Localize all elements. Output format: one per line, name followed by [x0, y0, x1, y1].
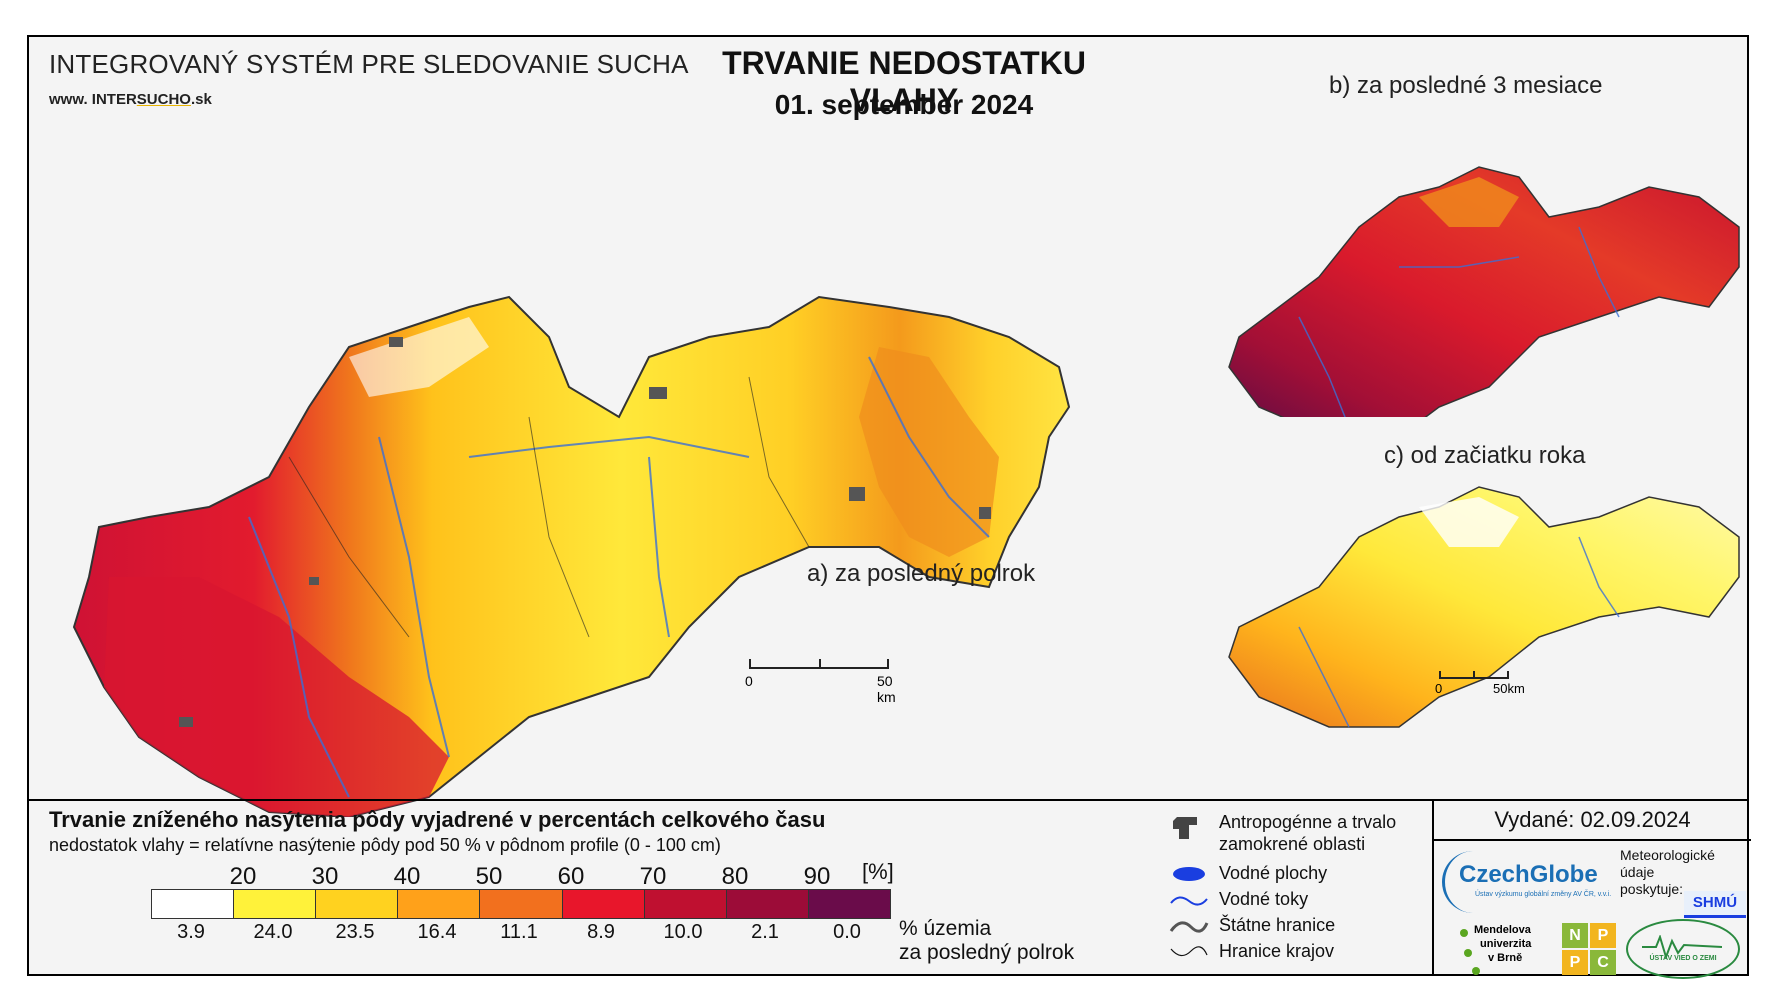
water-bodies-label: Vodné plochy	[1219, 863, 1328, 883]
pct-5: 11.1	[500, 921, 538, 943]
meteo-label: Meteorologické údaje poskytuje:	[1620, 847, 1715, 897]
color-bin-2	[234, 890, 317, 918]
map-b	[1228, 166, 1740, 417]
pct-8: 2.1	[751, 921, 779, 943]
issued-box: Vydané: 02.09.2024 CzechGlobe Ústav výzk…	[1432, 799, 1751, 979]
region-border-icon	[1170, 946, 1208, 957]
water-streams-label: Vodné toky	[1219, 889, 1309, 909]
color-bin-8	[726, 890, 809, 918]
pct-4: 16.4	[417, 921, 457, 943]
state-border-label: Štátne hranice	[1219, 915, 1336, 935]
ustav-logo: ÚSTAV VIED O ZEMI	[1626, 919, 1740, 979]
pct-2: 24.0	[253, 921, 293, 943]
water-stream-icon	[1170, 896, 1208, 906]
nppc-logo: N P P C	[1562, 923, 1616, 975]
anthro-icon	[1173, 817, 1197, 839]
pct-6: 8.9	[587, 921, 615, 943]
tick-70: 70	[639, 863, 667, 890]
color-bin-5	[480, 890, 563, 918]
page-title: TRVANIE NEDOSTATKU VLAHY	[722, 45, 1086, 118]
page-date: 01. september 2024	[774, 89, 1034, 120]
color-bin-1	[152, 890, 235, 918]
state-border-icon	[1169, 921, 1209, 933]
pct-1: 3.9	[177, 921, 205, 943]
website-link[interactable]: www. INTERSUCHO.sk	[49, 91, 212, 108]
czechglobe-logo: CzechGlobe Ústav výzkumu globální změny …	[1442, 851, 1615, 913]
map-frame: INTEGROVANÝ SYSTÉM PRE SLEDOVANIE SUCHA …	[27, 35, 1751, 979]
system-name: INTEGROVANÝ SYSTÉM PRE SLEDOVANIE SUCHA	[49, 49, 689, 79]
issued-date: Vydané: 02.09.2024	[1494, 807, 1691, 832]
color-bin-4	[398, 890, 481, 918]
tick-90: 90	[803, 863, 831, 890]
tick-50: 50	[475, 863, 503, 890]
legend-unit: [%]	[862, 859, 894, 884]
pct-9: 0.0	[833, 921, 861, 943]
pct-3: 23.5	[335, 921, 375, 943]
color-bin-6	[562, 890, 645, 918]
main-map	[72, 295, 1071, 817]
anthro-label: Antropogénne a trvalo zamokrené oblasti	[1219, 812, 1397, 854]
tick-30: 30	[311, 863, 339, 890]
region-border-label: Hranice krajov	[1219, 941, 1335, 961]
map-c	[1228, 486, 1740, 728]
tick-60: 60	[557, 863, 585, 890]
pct-7: 10.0	[663, 921, 703, 943]
legend-title: Trvanie zníženého nasýtenia pôdy vyjadre…	[49, 807, 826, 832]
color-bin-7	[644, 890, 727, 918]
map-a-label: a) za posledný polrok	[807, 560, 1036, 587]
pct-caption: % územia za posledný polrok	[899, 917, 1075, 964]
color-bin-3	[316, 890, 399, 918]
tick-20: 20	[229, 863, 257, 890]
legend-subtitle: nedostatok vlahy = relatívne nasýtenie p…	[49, 835, 721, 855]
tick-40: 40	[393, 863, 421, 890]
color-scale	[151, 889, 891, 919]
shmu-logo: SHMÚ	[1684, 891, 1746, 918]
tick-80: 80	[721, 863, 749, 890]
water-body-icon	[1173, 867, 1205, 881]
map-b-label: b) za posledné 3 mesiace	[1329, 72, 1603, 99]
map-c-label: c) od začiatku roka	[1384, 442, 1586, 469]
color-bin-9	[808, 890, 890, 918]
